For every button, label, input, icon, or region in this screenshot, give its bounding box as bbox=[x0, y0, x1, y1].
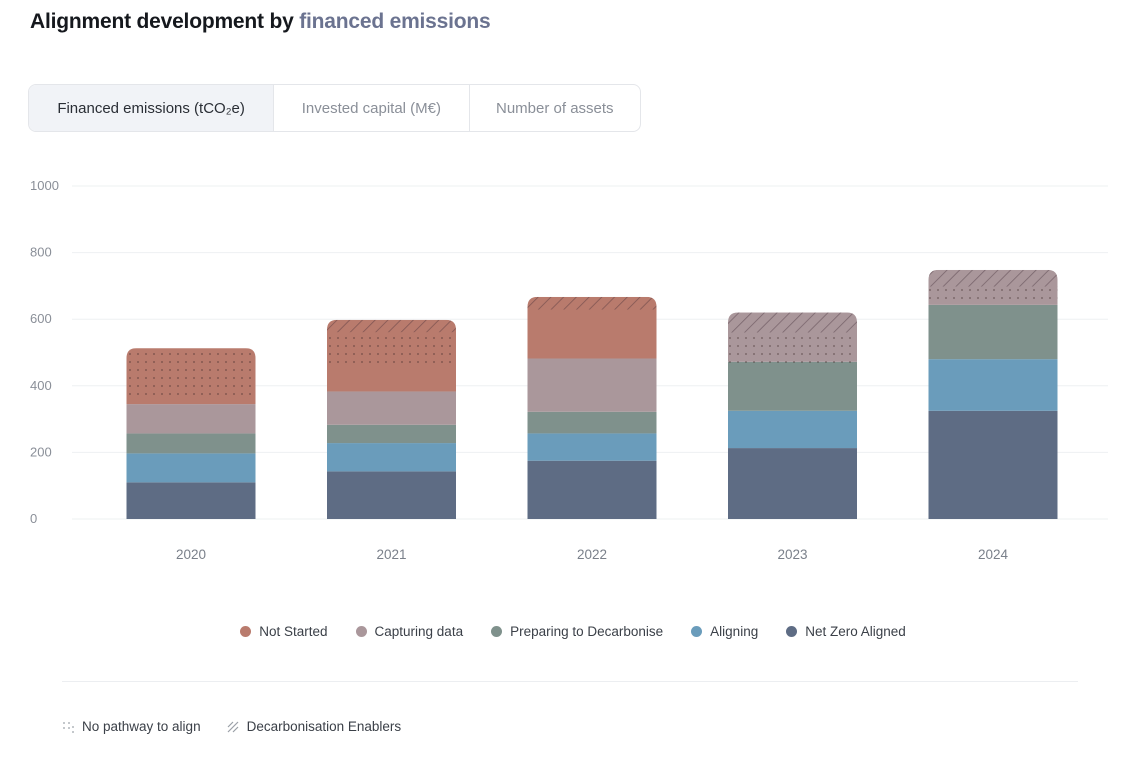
bar-segment-preparing-2023 bbox=[728, 361, 857, 411]
pattern-overlay-dots-2024 bbox=[928, 286, 1058, 304]
legend-label: Capturing data bbox=[374, 624, 464, 639]
pattern-overlay-dots-2021 bbox=[327, 332, 456, 369]
legend-dot bbox=[691, 626, 703, 637]
pattern-overlay-hatch-2023 bbox=[728, 312, 857, 333]
bar-group-2021 bbox=[327, 319, 456, 519]
pattern-overlay-hatch-2022 bbox=[527, 296, 657, 310]
legend-item-not-started[interactable]: Not Started bbox=[240, 624, 328, 639]
pattern-legend: No pathway to align Decarbonisation Enab… bbox=[62, 719, 401, 734]
tab-invested-capital[interactable]: Invested capital (M€) bbox=[274, 85, 470, 131]
pattern-legend-label: Decarbonisation Enablers bbox=[246, 719, 402, 734]
pattern-legend-no-pathway[interactable]: No pathway to align bbox=[62, 719, 201, 734]
legend-label: Not Started bbox=[259, 624, 328, 639]
pattern-overlay-dots-2022 bbox=[527, 309, 657, 313]
bar-segment-capturing_data-2022 bbox=[527, 358, 657, 412]
title-prefix: Alignment development by bbox=[30, 10, 294, 33]
y-tick-label: 0 bbox=[30, 511, 37, 526]
legend-item-preparing[interactable]: Preparing to Decarbonise bbox=[491, 624, 663, 639]
dots-pattern-icon bbox=[63, 721, 74, 733]
legend-dot bbox=[786, 626, 798, 637]
pattern-overlay-dots-2023 bbox=[728, 332, 857, 366]
legend-dot bbox=[491, 626, 503, 637]
pattern-legend-decarbonisation-enablers[interactable]: Decarbonisation Enablers bbox=[227, 719, 402, 734]
bar-segment-net_zero-2022 bbox=[527, 460, 657, 519]
pattern-legend-label: No pathway to align bbox=[82, 719, 201, 734]
bar-segment-capturing_data-2021 bbox=[327, 391, 456, 425]
bar-segment-net_zero-2024 bbox=[928, 410, 1058, 519]
bar-segment-preparing-2020 bbox=[126, 433, 256, 454]
y-tick-label: 600 bbox=[30, 311, 52, 326]
legend-item-capturing-data[interactable]: Capturing data bbox=[355, 624, 464, 639]
pattern-overlay-dots-2020 bbox=[126, 348, 256, 399]
pattern-overlay-hatch-2021 bbox=[327, 319, 456, 333]
pattern-overlay-hatch-2024 bbox=[928, 269, 1058, 287]
legend-divider bbox=[62, 681, 1078, 682]
bar-segment-aligning-2020 bbox=[126, 453, 256, 483]
bar-segment-aligning-2022 bbox=[527, 433, 657, 461]
hatch-pattern-icon bbox=[227, 721, 239, 732]
bar-segment-aligning-2021 bbox=[327, 443, 456, 472]
stacked-bar-chart: 0 200 400 600 800 1000 2020 2021 2022 2023 2024 bbox=[30, 178, 1108, 562]
page-title: Alignment development by financed emissi… bbox=[30, 10, 491, 34]
legend-dot bbox=[355, 626, 367, 637]
x-tick-label: 2023 bbox=[777, 547, 807, 562]
x-tick-label: 2024 bbox=[978, 547, 1009, 562]
y-tick-label: 200 bbox=[30, 444, 52, 459]
bar-segment-net_zero-2020 bbox=[126, 482, 256, 519]
bar-segment-net_zero-2021 bbox=[327, 471, 456, 519]
x-axis: 2020 2021 2022 2023 2024 bbox=[176, 547, 1009, 562]
tab-number-of-assets[interactable]: Number of assets bbox=[496, 99, 614, 117]
bar-group-2020 bbox=[126, 348, 256, 519]
legend-label: Preparing to Decarbonise bbox=[510, 624, 664, 639]
bar-segment-capturing_data-2020 bbox=[126, 404, 256, 434]
legend-item-net-zero[interactable]: Net Zero Aligned bbox=[786, 624, 906, 639]
y-tick-label: 1000 bbox=[30, 178, 59, 193]
bar-group-2022 bbox=[527, 296, 657, 519]
bar-segment-preparing-2022 bbox=[527, 411, 657, 434]
bar-segment-aligning-2023 bbox=[728, 410, 857, 449]
bar-segment-preparing-2024 bbox=[928, 304, 1058, 360]
bar-group-2024 bbox=[928, 269, 1058, 519]
legend-dot bbox=[240, 626, 252, 637]
bars-layer bbox=[126, 269, 1058, 519]
tab-financed-emissions[interactable]: Financed emissions (tCO₂e) bbox=[29, 85, 275, 131]
legend-item-aligning[interactable]: Aligning bbox=[691, 624, 758, 639]
x-tick-label: 2022 bbox=[577, 547, 607, 562]
x-tick-label: 2020 bbox=[176, 547, 206, 562]
legend-label: Net Zero Aligned bbox=[805, 624, 906, 639]
bar-segment-net_zero-2023 bbox=[728, 448, 857, 519]
legend-label: Aligning bbox=[710, 624, 759, 639]
series-legend: Not Started Capturing data Preparing to … bbox=[0, 624, 1146, 639]
y-tick-label: 800 bbox=[30, 245, 52, 260]
metric-tab-bar: Financed emissions (tCO₂e) Invested capi… bbox=[28, 84, 641, 132]
bar-segment-aligning-2024 bbox=[928, 359, 1058, 411]
x-tick-label: 2021 bbox=[376, 547, 406, 562]
title-accent: financed emissions bbox=[299, 10, 491, 33]
y-tick-label: 400 bbox=[30, 378, 52, 393]
bar-segment-preparing-2021 bbox=[327, 424, 456, 444]
bar-group-2023 bbox=[728, 312, 857, 519]
